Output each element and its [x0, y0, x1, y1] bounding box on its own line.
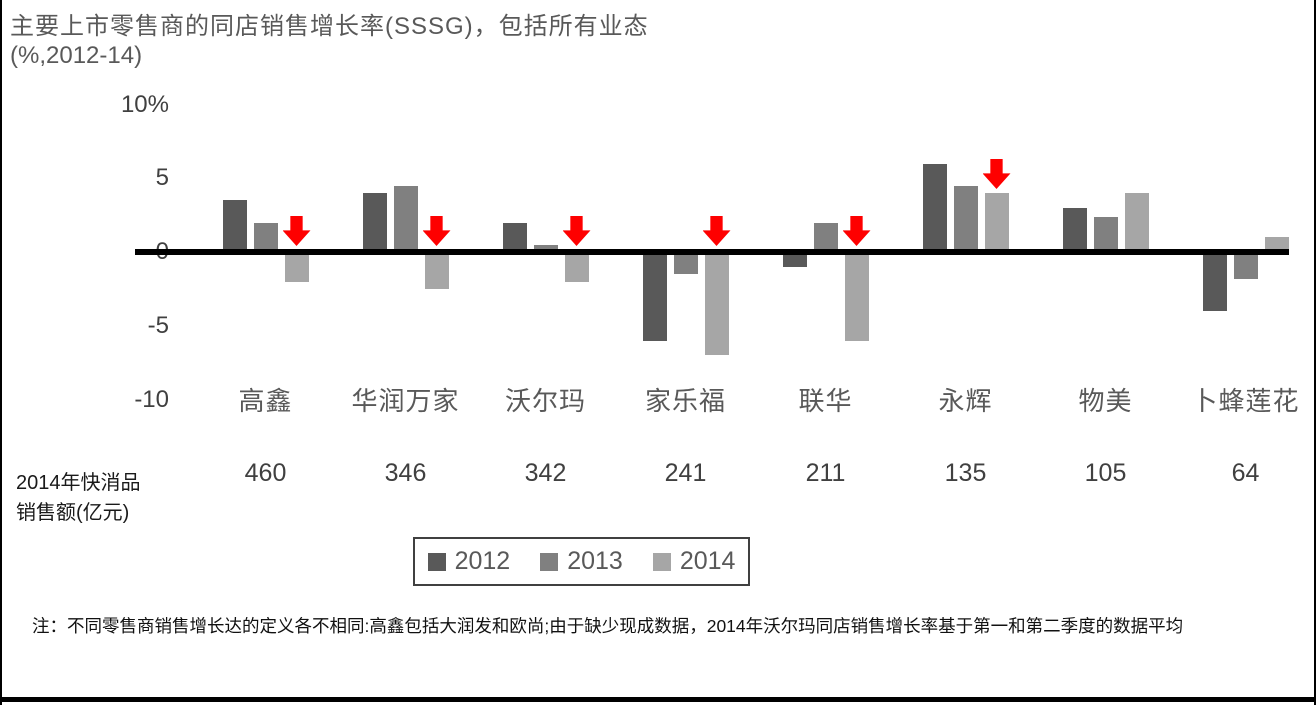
bar-2012 [362, 193, 387, 252]
y-axis-tick-label: -10 [134, 385, 169, 413]
bar-2012 [222, 200, 247, 252]
legend-swatch-icon [427, 552, 446, 571]
category-label: 联华 [798, 386, 853, 416]
legend-label: 2013 [567, 547, 623, 575]
sales-value: 211 [805, 459, 846, 487]
sales-row-label-line1: 2014年快消品 [16, 472, 141, 494]
bar-chart-plot: 10%50-5-10高鑫460华润万家346沃尔玛342家乐福241联华211永… [2, 0, 1314, 520]
bar-2013 [813, 222, 838, 252]
bar-2012 [1062, 207, 1087, 252]
sales-value: 105 [1084, 459, 1127, 487]
chart-subtitle: (%,2012-14) [10, 42, 143, 69]
sales-value: 346 [384, 459, 427, 487]
bar-2013 [1233, 252, 1258, 279]
legend-label: 2014 [679, 547, 736, 575]
red-arrow-down-icon [982, 159, 1011, 189]
red-arrow-down-icon [702, 216, 731, 246]
legend-entry-2013: 2013 [540, 547, 623, 576]
bar-2013 [253, 222, 278, 252]
category-label: 永辉 [938, 386, 993, 416]
bar-2013 [953, 185, 978, 252]
sales-value: 241 [664, 459, 707, 487]
bar-2012 [642, 252, 667, 341]
red-arrow-down-icon [282, 216, 311, 246]
bar-2012 [782, 252, 807, 267]
bar-2014 [704, 252, 729, 356]
bar-2014 [844, 252, 869, 341]
sales-row-label-line2: 销售额(亿元) [16, 502, 130, 524]
category-label: 沃尔玛 [504, 386, 586, 416]
bar-2013 [393, 185, 418, 252]
y-axis-tick-label: 10% [120, 90, 169, 118]
legend-entry-2014: 2014 [652, 547, 736, 576]
bar-2014 [1124, 193, 1149, 252]
sales-value: 64 [1231, 459, 1260, 487]
category-label: 物美 [1078, 386, 1133, 416]
sales-value: 460 [244, 459, 287, 487]
legend-entry-2012: 2012 [427, 547, 511, 576]
bar-2014 [284, 252, 309, 282]
category-label: 家乐福 [644, 386, 726, 416]
bar-2014 [424, 252, 449, 289]
bar-2013 [673, 252, 698, 275]
bar-2014 [1264, 237, 1289, 252]
bar-2012 [502, 222, 527, 252]
sales-row-label: 2014年快消品 销售额(亿元) [16, 468, 141, 528]
bottom-divider-bar [2, 697, 1314, 702]
category-label: 卜蜂莲花 [1191, 386, 1300, 416]
legend-swatch-icon [540, 552, 559, 571]
footnote: 注：不同零售商销售增长达的定义各不相同:高鑫包括大润发和欧尚;由于缺少现成数据，… [32, 616, 1184, 636]
x-axis-zero-line [135, 249, 1289, 255]
bar-2012 [922, 163, 947, 252]
red-arrow-down-icon [842, 216, 871, 246]
sales-value: 135 [944, 459, 987, 487]
y-axis-tick-label: 5 [155, 164, 169, 192]
y-axis-tick-label: -5 [147, 311, 169, 339]
bar-2014 [984, 193, 1009, 252]
chart-legend: 2012 2013 2014 [413, 537, 750, 586]
bar-2013 [1093, 216, 1118, 252]
chart-title: 主要上市零售商的同店销售增长率(SSSG)，包括所有业态 [10, 13, 649, 40]
category-label: 高鑫 [238, 386, 293, 416]
bar-2013 [533, 244, 558, 252]
red-arrow-down-icon [562, 216, 591, 246]
bar-2012 [1202, 252, 1227, 311]
legend-swatch-icon [652, 552, 671, 571]
red-arrow-down-icon [422, 216, 451, 246]
category-label: 华润万家 [351, 386, 460, 416]
legend-label: 2012 [454, 547, 511, 575]
bar-2014 [564, 252, 589, 282]
sales-value: 342 [524, 459, 567, 487]
